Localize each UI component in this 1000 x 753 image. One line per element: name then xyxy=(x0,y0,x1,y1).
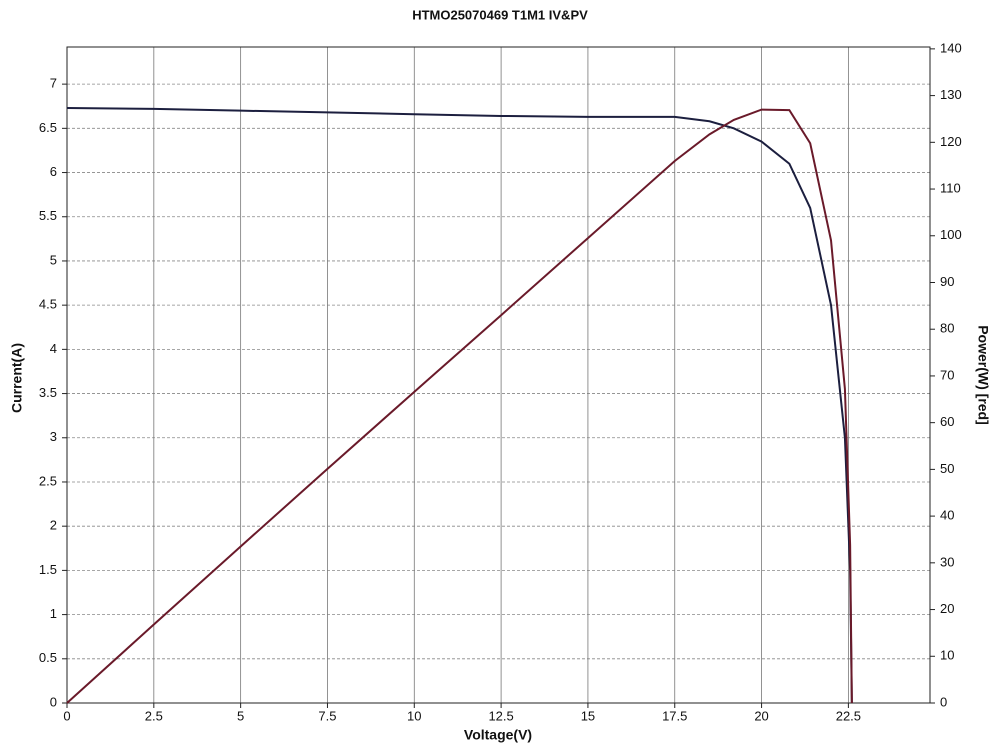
y-tick-label: 1.5 xyxy=(39,562,57,577)
y-axis-label: Current(A) xyxy=(9,343,25,413)
y2-tick-label: 80 xyxy=(940,321,954,336)
y-tick-label: 5 xyxy=(50,252,57,267)
y-tick-label: 6.5 xyxy=(39,120,57,135)
y-tick-label: 0.5 xyxy=(39,650,57,665)
chart-title: HTMO25070469 T1M1 IV&PV xyxy=(412,7,588,22)
x-tick-label: 20 xyxy=(754,708,768,723)
y2-tick-label: 110 xyxy=(940,180,961,195)
y-tick-label: 1 xyxy=(50,606,57,621)
y-tick-label: 0 xyxy=(50,694,57,709)
y-tick-label: 7 xyxy=(50,76,57,91)
y2-tick-label: 60 xyxy=(940,414,954,429)
x-tick-label: 5 xyxy=(237,708,244,723)
y2-tick-label: 70 xyxy=(940,367,954,382)
x-tick-label: 15 xyxy=(581,708,595,723)
y2-tick-label: 0 xyxy=(940,694,947,709)
y2-tick-label: 30 xyxy=(940,554,954,569)
x-tick-label: 12.5 xyxy=(488,708,513,723)
x-axis-label: Voltage(V) xyxy=(464,727,532,743)
y-tick-label: 4.5 xyxy=(39,297,57,312)
y2-tick-label: 90 xyxy=(940,274,954,289)
y2-tick-label: 20 xyxy=(940,601,954,616)
y2-tick-label: 140 xyxy=(940,40,962,55)
y2-tick-label: 120 xyxy=(940,134,962,149)
y2-tick-label: 130 xyxy=(940,87,962,102)
x-tick-label: 2.5 xyxy=(145,708,163,723)
y-tick-label: 2.5 xyxy=(39,473,57,488)
y2-tick-label: 10 xyxy=(940,648,954,663)
x-tick-label: 22.5 xyxy=(836,708,861,723)
y-tick-label: 5.5 xyxy=(39,208,57,223)
y-tick-label: 4 xyxy=(50,341,57,356)
plot-frame xyxy=(66,46,931,704)
series-line xyxy=(66,108,853,704)
y2-tick-label: 50 xyxy=(940,461,954,476)
x-tick-label: 17.5 xyxy=(662,708,687,723)
series-line xyxy=(66,107,853,704)
y-tick-label: 6 xyxy=(50,164,57,179)
y-tick-label: 3.5 xyxy=(39,385,57,400)
x-tick-label: 7.5 xyxy=(318,708,336,723)
y2-axis-label: Power(W) [red] xyxy=(975,325,991,425)
y2-tick-label: 100 xyxy=(940,227,962,242)
x-tick-label: 10 xyxy=(407,708,421,723)
y-tick-label: 2 xyxy=(50,518,57,533)
y-tick-label: 3 xyxy=(50,429,57,444)
y2-tick-label: 40 xyxy=(940,508,954,523)
x-tick-label: 0 xyxy=(63,708,70,723)
